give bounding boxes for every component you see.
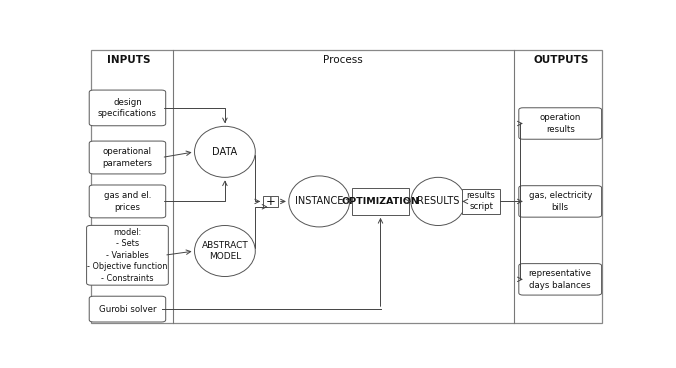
Text: INPUTS: INPUTS: [107, 55, 150, 65]
Text: OUTPUTS: OUTPUTS: [533, 55, 589, 65]
FancyBboxPatch shape: [91, 50, 602, 323]
FancyBboxPatch shape: [462, 189, 500, 214]
FancyBboxPatch shape: [89, 185, 166, 218]
FancyBboxPatch shape: [89, 90, 166, 126]
Text: model:
- Sets
- Variables
- Objective function
- Constraints: model: - Sets - Variables - Objective fu…: [87, 228, 168, 283]
FancyBboxPatch shape: [263, 196, 278, 207]
Ellipse shape: [195, 126, 256, 177]
Text: gas and el.
prices: gas and el. prices: [104, 191, 151, 212]
Text: RESULTS: RESULTS: [417, 197, 459, 206]
Text: OPTIMIZATION: OPTIMIZATION: [341, 197, 419, 206]
Text: results
script: results script: [466, 191, 496, 212]
FancyBboxPatch shape: [352, 188, 409, 215]
Text: INSTANCE: INSTANCE: [295, 197, 343, 206]
FancyBboxPatch shape: [87, 225, 168, 285]
Ellipse shape: [411, 177, 465, 226]
FancyBboxPatch shape: [89, 296, 166, 322]
Text: operation
results: operation results: [539, 113, 581, 134]
FancyBboxPatch shape: [518, 186, 602, 217]
Text: representative
days balances: representative days balances: [529, 269, 592, 290]
Text: gas, electricity
bills: gas, electricity bills: [529, 191, 592, 212]
Text: Gurobi solver: Gurobi solver: [99, 305, 156, 314]
Text: operational
parameters: operational parameters: [103, 147, 153, 168]
FancyBboxPatch shape: [89, 141, 166, 174]
Text: ABSTRACT
MODEL: ABSTRACT MODEL: [201, 241, 248, 261]
Ellipse shape: [195, 226, 256, 276]
Text: design
specifications: design specifications: [98, 98, 157, 118]
Ellipse shape: [289, 176, 349, 227]
Text: DATA: DATA: [212, 147, 237, 157]
FancyBboxPatch shape: [518, 108, 602, 139]
FancyBboxPatch shape: [518, 263, 602, 295]
Text: Process: Process: [323, 55, 363, 65]
Text: +: +: [266, 195, 275, 208]
